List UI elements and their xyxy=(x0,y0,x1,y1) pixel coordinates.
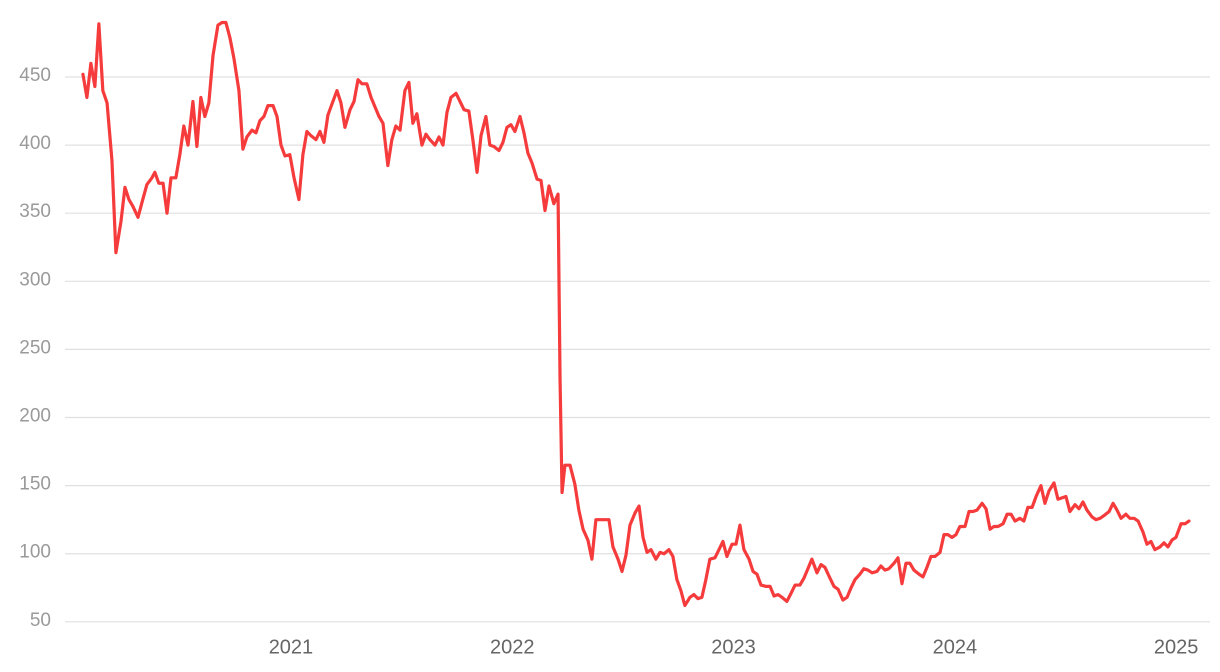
x-tick-label: 2022 xyxy=(490,636,535,658)
y-tick-label: 150 xyxy=(19,474,51,495)
y-tick-label: 250 xyxy=(19,337,51,358)
y-tick-label: 100 xyxy=(19,542,51,563)
y-tick-label: 400 xyxy=(19,133,51,154)
y-tick-label: 200 xyxy=(19,406,51,427)
y-tick-label: 50 xyxy=(30,610,51,631)
price-line xyxy=(81,20,1191,608)
y-tick-label: 300 xyxy=(19,269,51,290)
x-tick-label: 2025 xyxy=(1154,636,1199,658)
x-tick-label: 2021 xyxy=(269,636,314,658)
y-tick-label: 450 xyxy=(19,65,51,86)
x-tick-label: 2024 xyxy=(933,636,978,658)
y-tick-label: 350 xyxy=(19,201,51,222)
x-tick-label: 2023 xyxy=(711,636,756,658)
